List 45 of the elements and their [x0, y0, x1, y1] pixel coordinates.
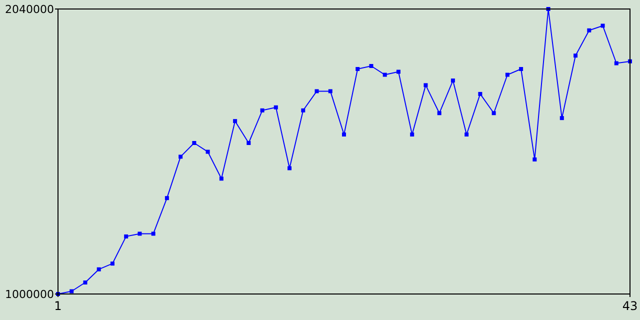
- point: [178, 154, 183, 159]
- point: [328, 89, 332, 94]
- point: [233, 119, 238, 124]
- point: [410, 132, 414, 137]
- point: [587, 28, 592, 32]
- point: [164, 196, 169, 200]
- point: [614, 61, 618, 66]
- point: [369, 64, 374, 68]
- point: [396, 70, 400, 74]
- point: [382, 72, 387, 77]
- point: [138, 232, 142, 236]
- x-tick-label: 1: [54, 299, 62, 313]
- x-tick-label: 43: [622, 299, 638, 313]
- point: [450, 78, 455, 83]
- point: [505, 72, 510, 77]
- point: [83, 280, 88, 284]
- point: [342, 132, 346, 137]
- y-tick-label: 1000000: [5, 288, 54, 301]
- point: [314, 89, 319, 94]
- point: [478, 92, 482, 96]
- point: [519, 67, 524, 72]
- point: [356, 67, 360, 72]
- point: [437, 111, 442, 116]
- point: [110, 262, 114, 266]
- point: [464, 132, 469, 137]
- y-tick-label: 2040000: [5, 2, 54, 16]
- point: [532, 157, 537, 162]
- point: [246, 141, 251, 146]
- point: [96, 267, 101, 272]
- line-series: [56, 7, 632, 296]
- point: [301, 108, 306, 112]
- point: [151, 232, 156, 236]
- point: [274, 105, 278, 110]
- point: [600, 24, 605, 28]
- point: [574, 54, 578, 58]
- point: [70, 289, 74, 294]
- point: [192, 141, 196, 146]
- point: [219, 176, 224, 181]
- point: [288, 166, 292, 170]
- point: [124, 234, 128, 238]
- point: [492, 111, 496, 116]
- point: [206, 150, 210, 154]
- point: [424, 83, 428, 88]
- point: [260, 108, 264, 112]
- point: [560, 116, 564, 120]
